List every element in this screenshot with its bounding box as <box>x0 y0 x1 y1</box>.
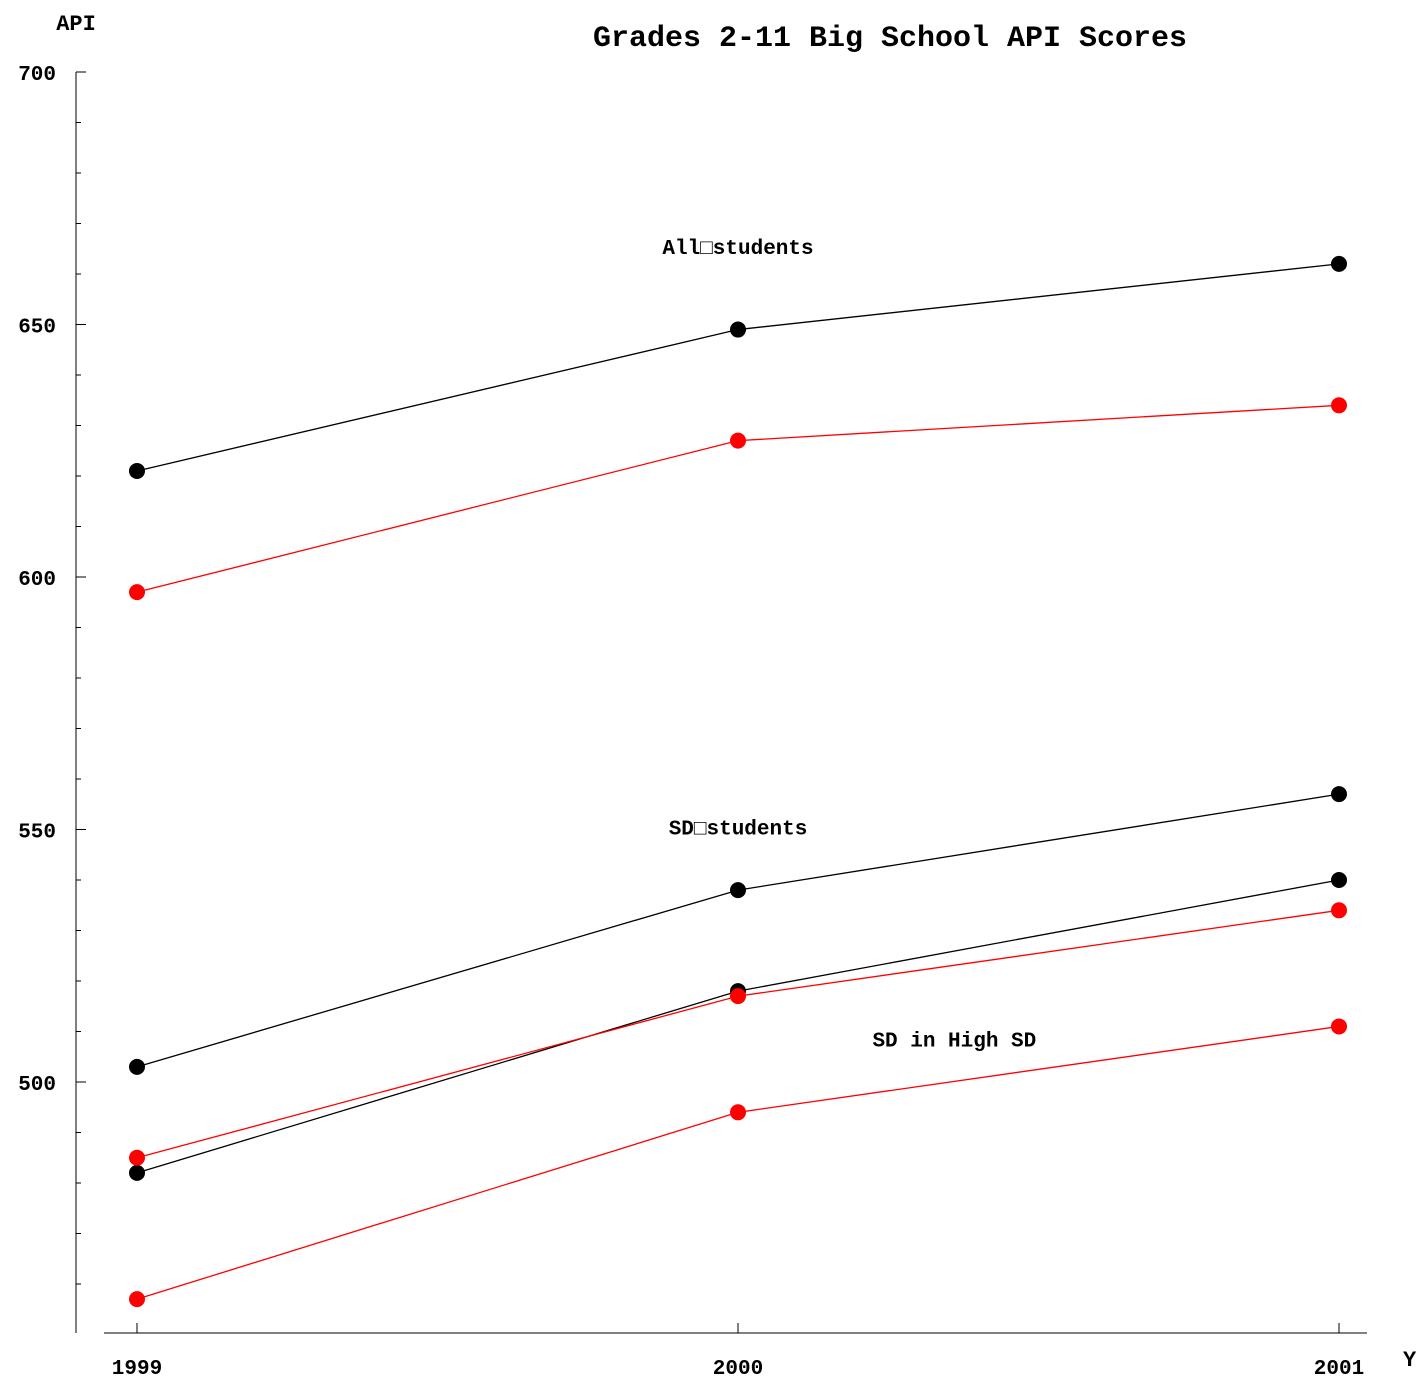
annotation: All□students <box>662 238 813 261</box>
data-point <box>129 462 145 479</box>
y-tick-label: 700 <box>18 64 56 87</box>
data-point <box>730 321 746 338</box>
data-point <box>730 432 746 449</box>
data-point <box>730 1104 746 1121</box>
data-point <box>129 1291 145 1308</box>
data-point <box>129 1058 145 1075</box>
y-tick-label: 550 <box>18 822 56 845</box>
data-point <box>129 1149 145 1166</box>
series-line-6 <box>136 1025 1340 1300</box>
x-axis-label: Y <box>1403 1348 1416 1373</box>
annotations-group: All□students SD□students SD in High SD <box>662 238 1036 1054</box>
annotation: SD□students <box>669 819 808 842</box>
data-point <box>730 988 746 1005</box>
data-point <box>1331 786 1347 803</box>
y-tick-label: 600 <box>18 569 56 592</box>
data-point <box>1331 872 1347 888</box>
annotation: SD in High SD <box>872 1031 1036 1054</box>
data-point <box>1331 1018 1347 1035</box>
series-line-4 <box>136 879 1340 1174</box>
data-point <box>129 584 145 601</box>
y-axis-label: API <box>56 12 96 37</box>
data-point <box>730 882 746 899</box>
series-group <box>129 255 1347 1308</box>
x-tick-label: 1999 <box>112 1358 162 1380</box>
data-point <box>1331 255 1347 272</box>
chart-title: Grades 2-11 Big School API Scores <box>593 22 1187 56</box>
data-point <box>129 1164 145 1181</box>
y-tick-label: 500 <box>18 1074 56 1097</box>
x-tick-label: 2001 <box>1314 1358 1364 1380</box>
y-tick-label: 650 <box>18 317 56 340</box>
data-point <box>1331 902 1347 919</box>
x-tick-label: 2000 <box>713 1358 763 1380</box>
x-axis-ticks: 1999 2000 2001 <box>112 1323 1364 1380</box>
data-point <box>1331 397 1347 414</box>
y-axis-ticks: 500 550 600 650 700 <box>18 64 86 1285</box>
series-line-5 <box>136 909 1340 1159</box>
